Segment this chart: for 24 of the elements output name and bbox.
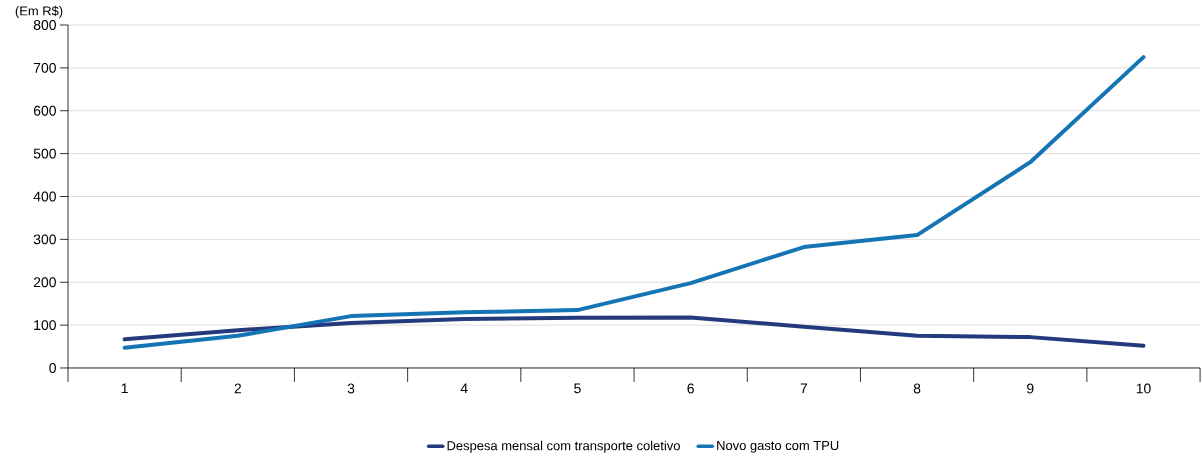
x-tick-label: 4	[460, 383, 468, 394]
y-tick-label: 0	[49, 363, 56, 373]
y-tick-label: 800	[33, 20, 56, 30]
y-tick-label: 700	[33, 62, 56, 73]
line-series	[122, 315, 1146, 348]
x-tick-label: 5	[574, 383, 581, 394]
legend-label: Novo gasto com TPU	[717, 441, 839, 453]
x-tick-label: 7	[800, 383, 808, 394]
x-tick-label: 6	[687, 383, 694, 394]
x-tick-label: 10	[1136, 383, 1151, 394]
line-series	[122, 55, 1146, 350]
y-tick-label: 300	[33, 234, 56, 245]
x-tick-label: 2	[234, 383, 242, 394]
y-tick-label: 500	[33, 148, 56, 159]
y-tick-label: 600	[33, 105, 56, 116]
x-tick-label: 8	[913, 383, 921, 394]
x-tick-label: 3	[347, 383, 355, 394]
x-tick-label: 9	[1027, 383, 1034, 394]
y-tick-label: 400	[33, 191, 56, 202]
y-tick-label: 100	[34, 320, 56, 331]
x-tick-label: 1	[121, 383, 128, 394]
y-axis-title: (Em R$)	[15, 5, 63, 19]
y-tick-label: 200	[33, 277, 56, 288]
legend-label: Despesa mensal com transporte coletivo	[447, 440, 680, 453]
